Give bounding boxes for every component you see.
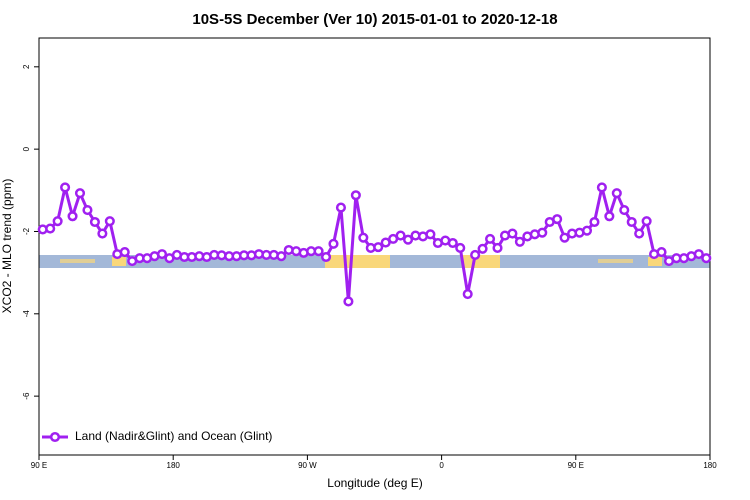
point (97, 228, 108, 239)
point (693, 249, 704, 260)
point (67, 211, 78, 222)
y-axis-label: XCO2 - MLO trend (ppm) (0, 179, 14, 314)
point (619, 205, 630, 216)
y-tick-label: -6 (22, 392, 31, 400)
point (641, 216, 652, 227)
point (60, 182, 71, 193)
legend-marker (49, 431, 61, 443)
point (701, 253, 712, 264)
y-tick-label: -2 (22, 227, 31, 235)
point (596, 182, 607, 193)
point (485, 233, 496, 244)
point (656, 247, 667, 258)
point (492, 242, 503, 253)
point (626, 216, 637, 228)
point (313, 246, 324, 257)
point (447, 237, 458, 249)
x-tick-label: 90 E (31, 461, 47, 470)
point (537, 227, 548, 238)
point (634, 228, 645, 239)
point (373, 242, 384, 253)
x-tick-label: 180 (703, 461, 717, 470)
point (350, 190, 361, 201)
point (462, 288, 473, 300)
point (45, 223, 56, 234)
x-tick-label: 180 (167, 461, 181, 470)
point (328, 238, 339, 249)
point (455, 242, 466, 253)
y-tick-label: 0 (22, 146, 31, 151)
point (559, 232, 570, 243)
x-tick-label: 90 E (568, 461, 584, 470)
point (611, 188, 622, 199)
point (380, 237, 391, 248)
point (119, 247, 130, 258)
chart-title: 10S-5S December (Ver 10) 2015-01-01 to 2… (192, 11, 557, 28)
x-tick-label: 0 (439, 461, 444, 470)
point (589, 216, 600, 228)
point (604, 211, 615, 222)
point (514, 236, 525, 247)
y-tick-label: 2 (22, 64, 31, 69)
point (477, 243, 488, 254)
point (358, 232, 369, 243)
point (403, 234, 414, 245)
point (552, 214, 563, 225)
plot-frame (38, 37, 711, 456)
point (343, 296, 354, 307)
point (104, 216, 115, 227)
legend-label: Land (Nadir&Glint) and Ocean (Glint) (75, 429, 272, 443)
point (156, 249, 168, 260)
point (395, 230, 406, 241)
x-tick-label: 90 W (298, 461, 317, 470)
point (507, 228, 518, 239)
point (52, 216, 63, 227)
point (82, 205, 93, 216)
point (276, 251, 287, 262)
point (425, 229, 436, 240)
point (470, 249, 481, 260)
point (335, 202, 347, 213)
point (320, 251, 332, 263)
point (89, 216, 100, 228)
point (74, 188, 86, 199)
y-tick-label: -4 (22, 310, 31, 318)
x-axis-label: Longitude (deg E) (327, 476, 422, 490)
point (581, 225, 593, 236)
